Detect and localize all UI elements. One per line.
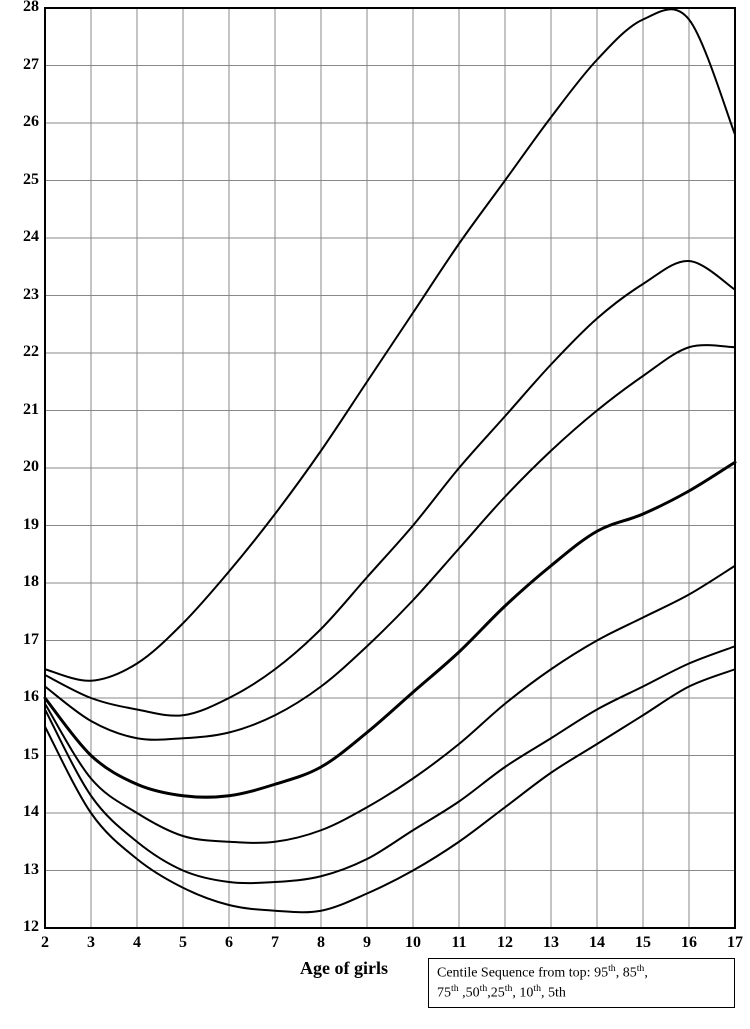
x-tick-label: 6 bbox=[214, 934, 244, 952]
x-tick-label: 7 bbox=[260, 934, 290, 952]
legend-box: Centile Sequence from top: 95th, 85th,75… bbox=[428, 958, 735, 1008]
y-tick-label: 24 bbox=[23, 228, 39, 246]
series-p95 bbox=[45, 9, 735, 681]
series-p50 bbox=[45, 462, 735, 797]
page: { "chart": { "type": "line", "background… bbox=[0, 0, 750, 1029]
y-tick-label: 18 bbox=[23, 573, 39, 591]
x-tick-label: 16 bbox=[674, 934, 704, 952]
y-tick-label: 28 bbox=[23, 0, 39, 16]
series-p5 bbox=[45, 669, 735, 912]
x-tick-label: 15 bbox=[628, 934, 658, 952]
x-tick-label: 12 bbox=[490, 934, 520, 952]
chart-svg bbox=[0, 0, 750, 1029]
series-p75 bbox=[45, 345, 735, 740]
x-tick-label: 5 bbox=[168, 934, 198, 952]
y-tick-label: 15 bbox=[23, 746, 39, 764]
y-tick-label: 16 bbox=[23, 688, 39, 706]
x-tick-label: 17 bbox=[720, 934, 750, 952]
y-tick-label: 25 bbox=[23, 171, 39, 189]
y-tick-label: 26 bbox=[23, 113, 39, 131]
x-tick-label: 13 bbox=[536, 934, 566, 952]
x-tick-label: 10 bbox=[398, 934, 428, 952]
x-tick-label: 9 bbox=[352, 934, 382, 952]
y-tick-label: 22 bbox=[23, 343, 39, 361]
y-tick-label: 20 bbox=[23, 458, 39, 476]
y-tick-label: 21 bbox=[23, 401, 39, 419]
series-p10 bbox=[45, 646, 735, 883]
x-tick-label: 3 bbox=[76, 934, 106, 952]
x-tick-label: 4 bbox=[122, 934, 152, 952]
series-p85 bbox=[45, 261, 735, 716]
x-tick-label: 8 bbox=[306, 934, 336, 952]
x-tick-label: 2 bbox=[30, 934, 60, 952]
y-tick-label: 23 bbox=[23, 286, 39, 304]
x-tick-label: 14 bbox=[582, 934, 612, 952]
y-tick-label: 14 bbox=[23, 803, 39, 821]
y-tick-label: 17 bbox=[23, 631, 39, 649]
series-p25 bbox=[45, 566, 735, 843]
y-tick-label: 19 bbox=[23, 516, 39, 534]
y-tick-label: 13 bbox=[23, 861, 39, 879]
y-tick-label: 27 bbox=[23, 56, 39, 74]
x-tick-label: 11 bbox=[444, 934, 474, 952]
x-axis-label: Age of girls bbox=[300, 958, 388, 979]
